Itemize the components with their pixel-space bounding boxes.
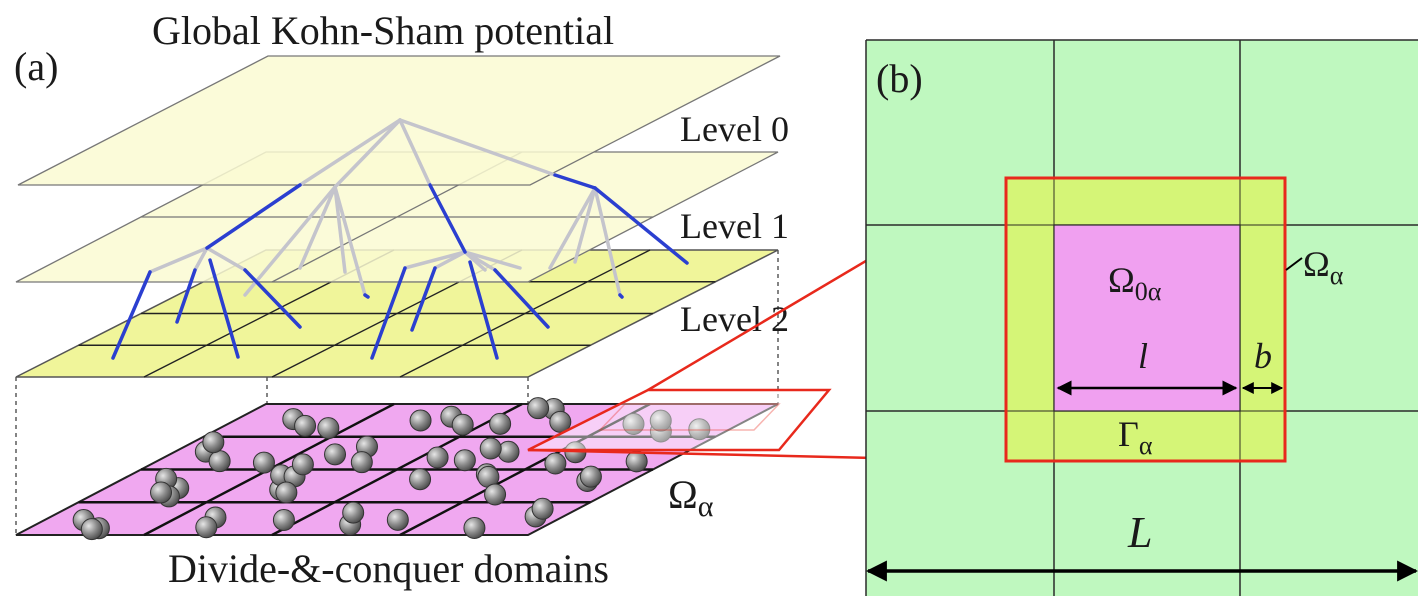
atom (272, 508, 295, 531)
atom (80, 518, 103, 541)
domain-grid-col-line (399, 402, 651, 537)
atom (622, 412, 645, 435)
panel-a-caption: Divide-&-conquer domains (168, 546, 609, 591)
atom (350, 451, 373, 474)
level-0-label: Level 0 (680, 109, 789, 149)
domain-grid-col-line (271, 402, 523, 537)
hierarchy-tree (111, 118, 689, 360)
atom (324, 443, 347, 466)
selected-domain (527, 388, 832, 452)
panel-b: (b) Ω0α Ωα Γα l b L (865, 39, 1418, 596)
atom (150, 481, 173, 504)
atom (386, 508, 409, 531)
domain-plane (15, 397, 779, 541)
level-2-grid-col-line (399, 249, 651, 378)
atom (527, 397, 550, 420)
panel-a-title: Global Kohn-Sham potential (152, 8, 614, 53)
atom (195, 516, 218, 539)
atom (426, 446, 449, 469)
panel-b-label: (b) (876, 56, 923, 101)
level-1-label: Level 1 (680, 206, 789, 246)
atom (479, 437, 502, 460)
atom (342, 501, 365, 524)
core-region (1053, 224, 1241, 412)
atom (317, 417, 340, 440)
atom (453, 449, 476, 472)
buffer-outline (1004, 176, 1287, 463)
atom (544, 452, 567, 475)
atom (409, 468, 432, 491)
omega-leader-line (1285, 257, 1303, 271)
total-length-label: L (1127, 508, 1152, 557)
panel-a-label: (a) (14, 44, 58, 89)
buffer-width-label: b (1254, 336, 1272, 376)
atom (625, 450, 648, 473)
atoms (72, 397, 711, 541)
atom (275, 481, 298, 504)
atom (208, 450, 231, 473)
omega-alpha-label: Ωα (1303, 244, 1344, 290)
atom (484, 483, 507, 506)
atom (649, 409, 672, 432)
gamma-alpha-label: Γα (1118, 414, 1153, 460)
domain-omega-label: Ωα (668, 472, 714, 523)
atom (252, 451, 275, 474)
atom (489, 412, 512, 435)
atom (463, 516, 486, 539)
atom (688, 418, 711, 441)
atom (291, 453, 314, 476)
atom (451, 413, 474, 436)
atom (531, 497, 554, 520)
atom (549, 410, 572, 433)
core-omega-label: Ω0α (1108, 260, 1162, 306)
level-2-label: Level 2 (680, 299, 789, 339)
panel-a: (a) Global Kohn-Sham potential Level 0 L… (14, 8, 832, 591)
atom (202, 431, 225, 454)
atom (409, 409, 432, 432)
atom (294, 414, 317, 437)
core-length-label: l (1138, 336, 1148, 376)
atom (579, 465, 602, 488)
